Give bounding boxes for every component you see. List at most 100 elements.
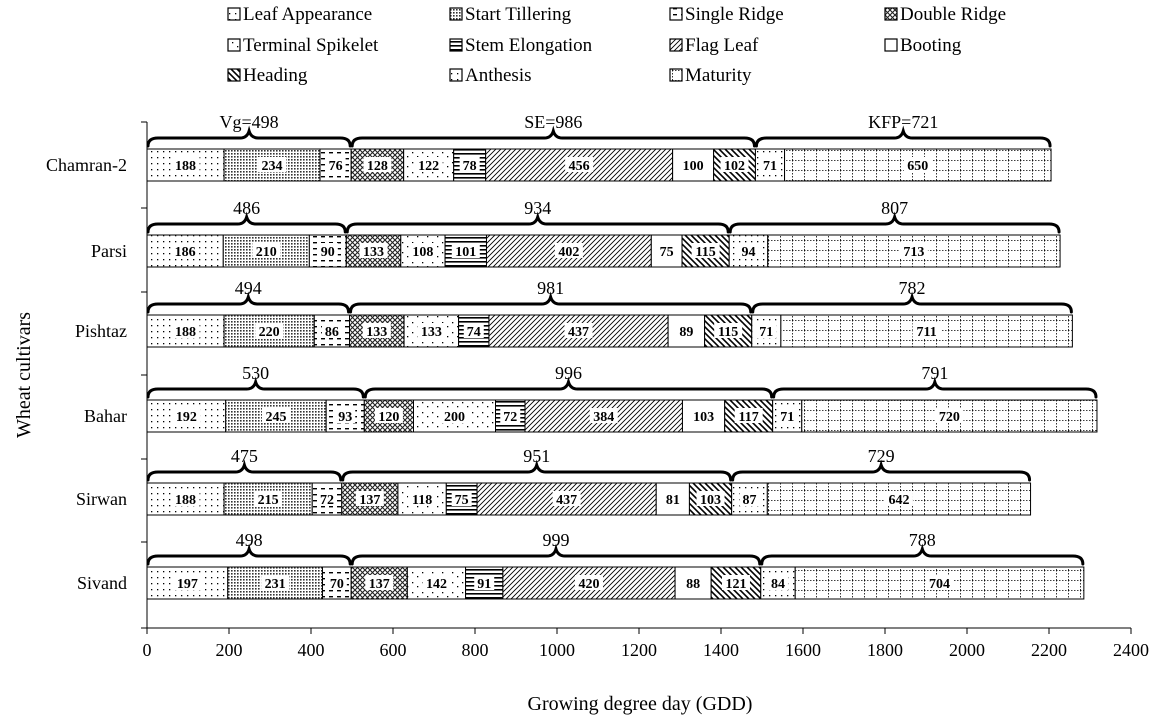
data-label: 200 bbox=[444, 410, 465, 425]
data-label: 115 bbox=[718, 325, 738, 340]
data-label-bg bbox=[261, 408, 290, 423]
data-label-bg bbox=[656, 243, 677, 258]
axes: 0 200 400 600 800 1000 1200 1400 1600 1800 2000 220… bbox=[141, 121, 1149, 660]
data-label-bg bbox=[440, 408, 469, 423]
legend-swatch-booting bbox=[884, 38, 898, 52]
category-label-pishtaz: Pishtaz bbox=[75, 321, 127, 341]
data-label-bg bbox=[552, 491, 581, 506]
phase-bracket-label: KFP=721 bbox=[868, 112, 938, 132]
data-label: 188 bbox=[175, 493, 196, 508]
x-tick-label: 1800 bbox=[867, 640, 903, 660]
data-label: 437 bbox=[556, 493, 577, 508]
data-label: 384 bbox=[593, 410, 614, 425]
bar-segment-flag-leaf bbox=[488, 314, 669, 348]
legend-swatch-flag-leaf bbox=[669, 38, 683, 52]
data-label-bg bbox=[359, 243, 388, 258]
data-label: 456 bbox=[569, 159, 590, 174]
phase-bracket-label: 791 bbox=[921, 363, 948, 383]
data-label: 75 bbox=[660, 245, 674, 260]
phase-bracket-label: 981 bbox=[537, 278, 564, 298]
data-label: 94 bbox=[741, 245, 755, 260]
data-label-bg bbox=[683, 575, 704, 590]
phase-bracket bbox=[146, 125, 352, 148]
data-label-bg bbox=[714, 323, 743, 338]
data-label-bg bbox=[261, 575, 290, 590]
phase-bracket bbox=[731, 459, 1032, 482]
category-label-sivand: Sivand bbox=[77, 573, 127, 593]
data-label: 89 bbox=[679, 325, 693, 340]
data-label: 88 bbox=[686, 577, 700, 592]
phase-bracket bbox=[146, 459, 343, 482]
data-label: 74 bbox=[467, 325, 481, 340]
data-label-bg bbox=[756, 323, 777, 338]
phase-bracket-label: 729 bbox=[868, 446, 895, 466]
data-label: 121 bbox=[725, 577, 746, 592]
phase-bracket bbox=[728, 211, 1061, 234]
legend-label-stem-elongation: Stem Elongation bbox=[465, 35, 593, 56]
data-label-bg bbox=[451, 243, 480, 258]
data-label-bg bbox=[408, 243, 437, 258]
legend-label-start-tillering: Start Tillering bbox=[465, 4, 572, 25]
data-label: 76 bbox=[329, 159, 343, 174]
data-label: 188 bbox=[175, 159, 196, 174]
phase-bracket-label: 494 bbox=[235, 278, 262, 298]
data-label-bg bbox=[252, 243, 281, 258]
data-label-bg bbox=[679, 157, 708, 172]
data-label-bg bbox=[171, 243, 200, 258]
data-label-bg bbox=[463, 323, 484, 338]
phase-bracket bbox=[146, 543, 352, 566]
legend-label-double-ridge: Double Ridge bbox=[900, 4, 1006, 25]
data-label-bg bbox=[899, 243, 928, 258]
data-label: 188 bbox=[175, 325, 196, 340]
data-label: 711 bbox=[916, 325, 936, 340]
data-label: 117 bbox=[739, 410, 759, 425]
data-label-bg bbox=[321, 323, 342, 338]
phase-bracket-label: 934 bbox=[524, 198, 551, 218]
data-label-bg bbox=[422, 575, 451, 590]
data-label-bg bbox=[255, 323, 284, 338]
data-label: 137 bbox=[369, 577, 390, 592]
data-label: 420 bbox=[578, 577, 599, 592]
data-label-bg bbox=[935, 408, 964, 423]
data-label-bg bbox=[912, 323, 941, 338]
data-label-bg bbox=[739, 491, 760, 506]
data-label: 78 bbox=[463, 159, 477, 174]
phase-bracket-label: 996 bbox=[555, 363, 582, 383]
data-label-bg bbox=[316, 491, 337, 506]
phase-bracket bbox=[146, 211, 347, 234]
phase-bracket bbox=[349, 291, 753, 314]
data-label-bg bbox=[500, 408, 521, 423]
data-label-bg bbox=[662, 491, 683, 506]
data-label-bg bbox=[171, 157, 200, 172]
data-label-bg bbox=[414, 157, 443, 172]
x-tick-label: 200 bbox=[216, 640, 243, 660]
data-label: 70 bbox=[330, 577, 344, 592]
data-label: 133 bbox=[421, 325, 442, 340]
data-label-bg bbox=[365, 575, 394, 590]
phase-bracket-label: Vg=498 bbox=[220, 112, 279, 132]
legend-label-maturity: Maturity bbox=[685, 65, 752, 86]
x-tick-label: 2000 bbox=[949, 640, 985, 660]
data-label-bg bbox=[355, 491, 384, 506]
bars: Chamran-2 188 234 76 128 122 78 456 100 102 71 650 V… bbox=[46, 112, 1098, 600]
data-label: 118 bbox=[412, 493, 432, 508]
data-label-bg bbox=[574, 575, 603, 590]
legend-swatch-maturity bbox=[669, 68, 683, 82]
phase-bracket bbox=[350, 125, 756, 148]
data-label: 197 bbox=[177, 577, 198, 592]
x-tick-label: 800 bbox=[462, 640, 489, 660]
data-label-bg bbox=[767, 575, 788, 590]
data-label: 192 bbox=[176, 410, 197, 425]
data-label: 102 bbox=[724, 159, 745, 174]
legend-label-terminal-spikelet: Terminal Spikelet bbox=[243, 35, 379, 56]
data-label-bg bbox=[171, 323, 200, 338]
data-label: 93 bbox=[338, 410, 352, 425]
category-label-parsi: Parsi bbox=[91, 241, 127, 261]
data-label-bg bbox=[451, 491, 472, 506]
data-label-bg bbox=[738, 243, 759, 258]
x-tick-label: 1000 bbox=[539, 640, 575, 660]
legend-label-booting: Booting bbox=[900, 35, 962, 56]
data-label: 437 bbox=[568, 325, 589, 340]
x-axis-title: Growing degree day (GDD) bbox=[528, 693, 753, 715]
data-label: 220 bbox=[259, 325, 280, 340]
